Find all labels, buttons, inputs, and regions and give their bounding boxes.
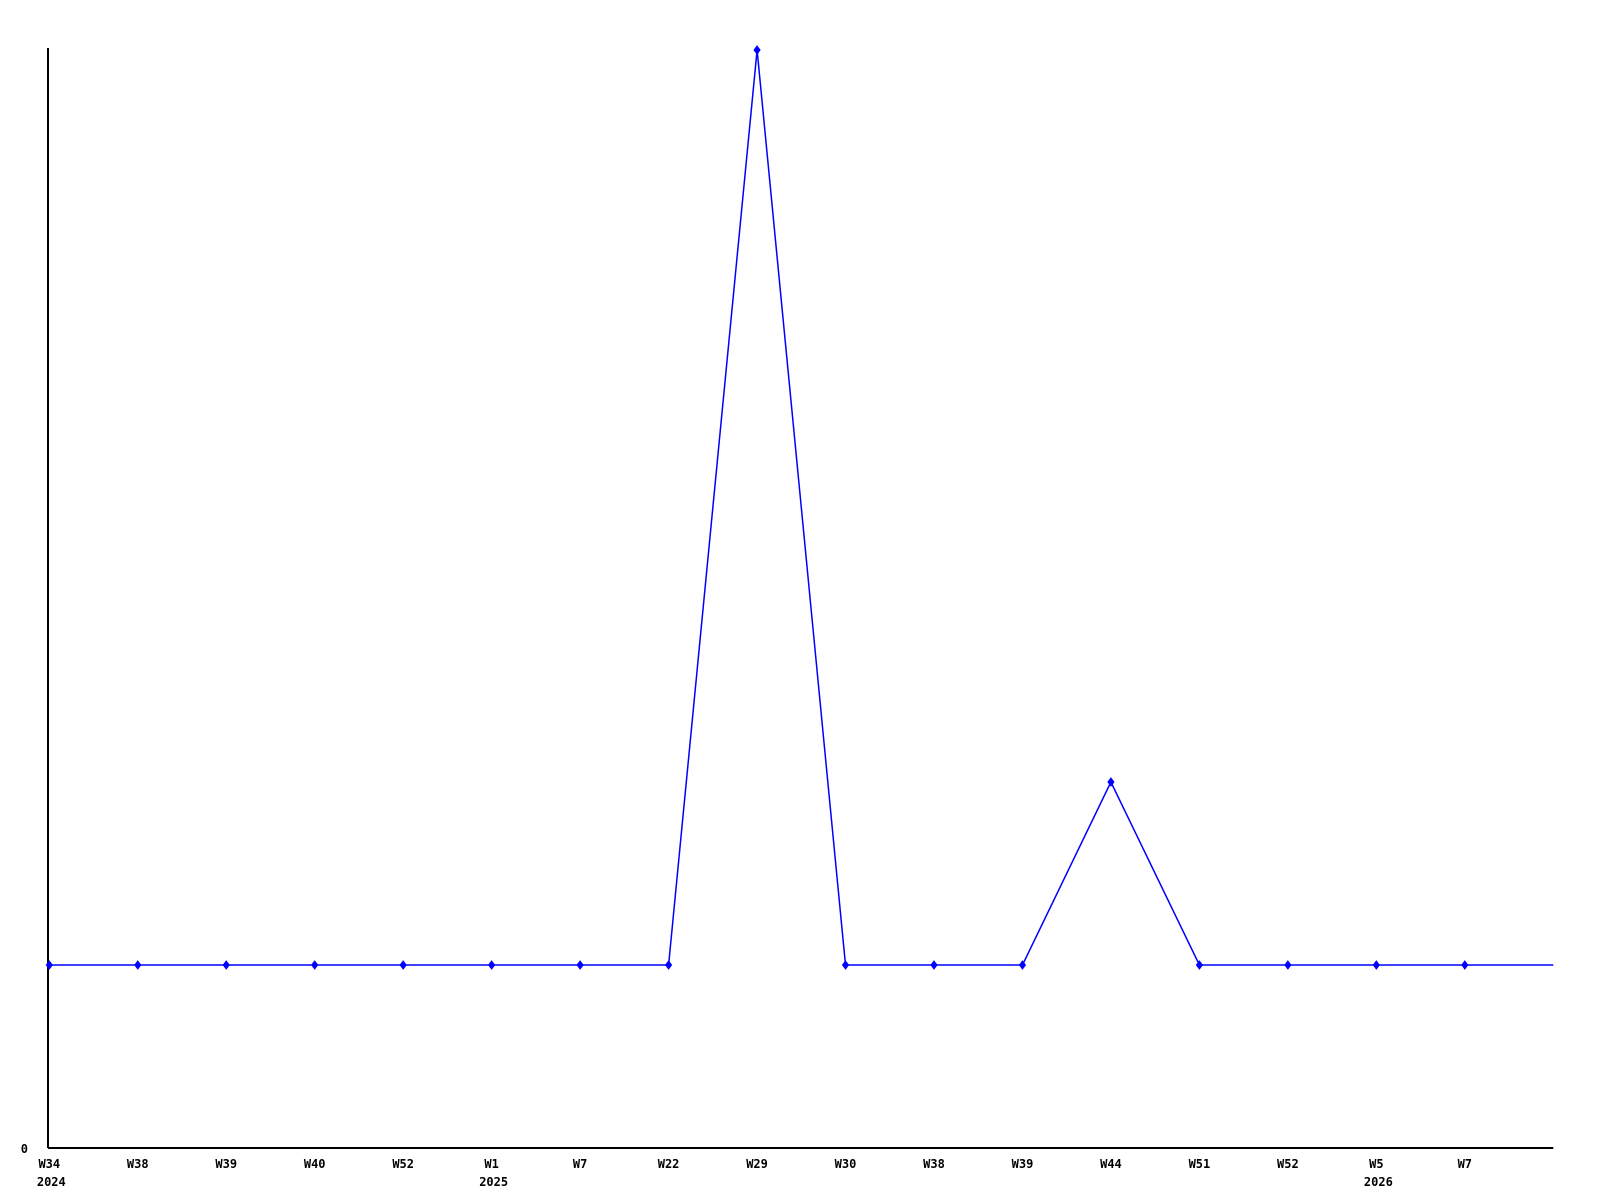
x-tick-week-label: W38 xyxy=(923,1157,945,1171)
data-point-marker xyxy=(576,960,584,970)
data-point-marker xyxy=(1018,960,1027,970)
data-point-marker xyxy=(1461,960,1469,970)
x-tick-week-label: W40 xyxy=(304,1157,326,1171)
data-point-marker xyxy=(664,960,673,970)
data-point-marker xyxy=(1107,777,1115,787)
x-tick-week-label: W1 xyxy=(484,1157,498,1171)
data-point-marker xyxy=(930,960,938,970)
x-tick-year-label: 2024 xyxy=(37,1175,66,1189)
data-point-marker xyxy=(1372,960,1380,970)
data-point-marker xyxy=(222,960,230,970)
x-tick-week-label: W30 xyxy=(835,1157,857,1171)
x-tick-week-label: W52 xyxy=(392,1157,414,1171)
x-tick-week-label: W44 xyxy=(1100,1157,1122,1171)
data-point-marker xyxy=(311,960,319,970)
data-point-marker xyxy=(488,960,496,970)
data-point-marker xyxy=(753,45,761,55)
x-tick-week-label: W29 xyxy=(746,1157,768,1171)
x-tick-week-label: W7 xyxy=(1458,1157,1472,1171)
x-tick-week-label: W39 xyxy=(1012,1157,1034,1171)
x-tick-week-label: W7 xyxy=(573,1157,587,1171)
data-point-marker xyxy=(1284,960,1292,970)
x-tick-week-label: W34 xyxy=(38,1157,60,1171)
data-point-marker xyxy=(841,960,850,970)
data-point-marker xyxy=(399,960,407,970)
data-point-marker xyxy=(1195,960,1204,970)
data-point-marker xyxy=(45,960,53,970)
x-tick-year-label: 2026 xyxy=(1364,1175,1393,1189)
x-tick-week-label: W39 xyxy=(215,1157,237,1171)
data-point-marker xyxy=(134,960,142,970)
x-tick-week-label: W38 xyxy=(127,1157,149,1171)
x-tick-week-label: W52 xyxy=(1277,1157,1299,1171)
series-line xyxy=(49,49,1554,966)
x-tick-week-label: W51 xyxy=(1189,1157,1211,1171)
x-tick-week-label: W22 xyxy=(658,1157,680,1171)
x-tick-week-label: W5 xyxy=(1369,1157,1383,1171)
x-tick-year-label: 2025 xyxy=(479,1175,508,1189)
y-tick-label: 0 xyxy=(21,1142,28,1156)
